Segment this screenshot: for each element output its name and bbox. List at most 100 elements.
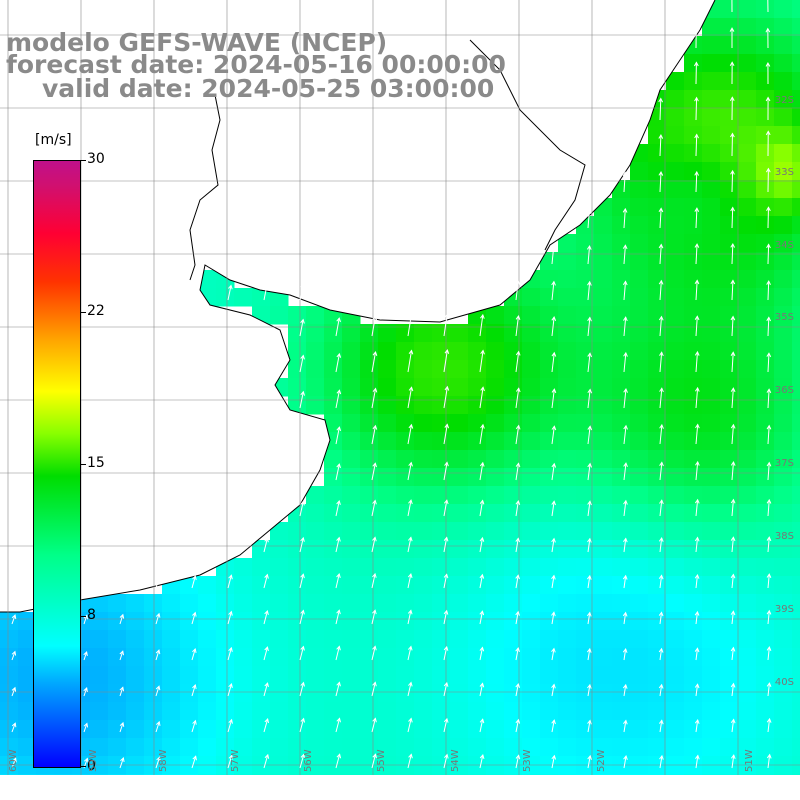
wind-arrow [731, 574, 734, 589]
wind-speed-cell [702, 612, 721, 631]
wind-speed-cell [522, 720, 541, 739]
wind-arrow [695, 316, 698, 337]
wind-speed-cell [540, 324, 559, 343]
wind-speed-cell [522, 432, 541, 451]
wind-speed-cell [612, 522, 631, 541]
wind-speed-cell [774, 324, 793, 343]
wind-speed-cell [432, 522, 451, 541]
wind-arrow-head [228, 574, 233, 580]
wind-speed-cell [216, 630, 235, 649]
wind-speed-cell [486, 450, 505, 469]
wind-speed-cell [774, 54, 793, 73]
wind-arrow-head [264, 718, 270, 724]
wind-speed-cell [648, 702, 667, 721]
wind-speed-cell [108, 720, 127, 739]
wind-speed-cell [378, 468, 397, 487]
wind-speed-cell [774, 720, 793, 739]
wind-arrow [623, 463, 627, 481]
wind-speed-cell [306, 558, 325, 577]
forecast-date-title: forecast date: 2024-05-16 00:00:00 [6, 50, 506, 79]
wind-speed-cell [666, 306, 685, 325]
wind-arrow [695, 499, 699, 517]
wind-arrow [479, 574, 483, 589]
wind-speed-cell [360, 342, 379, 361]
wind-speed-cell [612, 342, 631, 361]
wind-speed-cell [432, 504, 451, 523]
wind-speed-cell [126, 702, 145, 721]
wind-speed-cell [792, 432, 800, 451]
wind-speed-cell [684, 324, 703, 343]
wind-speed-cell [360, 504, 379, 523]
wind-speed-cell [306, 612, 325, 631]
wind-speed-cell [630, 576, 649, 595]
wind-speed-cell [774, 666, 793, 685]
wind-speed-cell [540, 702, 559, 721]
wind-arrow-head [658, 97, 664, 103]
wind-speed-cell [684, 270, 703, 289]
wind-arrow-head [587, 316, 592, 322]
wind-arrow [371, 500, 376, 517]
wind-speed-cell [756, 612, 775, 631]
wind-speed-cell [342, 630, 361, 649]
wind-speed-cell [666, 288, 685, 307]
wind-speed-cell [558, 450, 577, 469]
wind-arrow [515, 538, 519, 553]
wind-arrow [695, 280, 698, 301]
wind-speed-cell [522, 378, 541, 397]
wind-arrow [623, 208, 626, 229]
wind-arrow [299, 718, 305, 733]
wind-arrow-head [765, 61, 771, 67]
wind-arrow-head [659, 351, 664, 357]
wind-arrow-head [766, 646, 772, 651]
wind-speed-cell [612, 414, 631, 433]
wind-speed-cell [558, 360, 577, 379]
wind-arrow [551, 281, 555, 301]
wind-speed-cell [504, 360, 523, 379]
wind-speed-cell [738, 630, 757, 649]
wind-speed-cell [648, 648, 667, 667]
wind-arrow-head [228, 610, 233, 616]
wind-speed-cell [594, 432, 613, 451]
wind-speed-cell [450, 558, 469, 577]
wind-arrow [659, 612, 663, 625]
wind-arrow [695, 574, 698, 589]
wind-speed-cell [594, 576, 613, 595]
wind-arrow-head [729, 61, 735, 67]
wind-speed-cell [360, 450, 379, 469]
wind-speed-cell [324, 612, 343, 631]
wind-speed-cell [324, 450, 343, 469]
wind-arrow [227, 755, 233, 769]
wind-arrow [659, 424, 663, 445]
wind-arrow [227, 683, 232, 697]
wind-arrow [371, 573, 376, 589]
wind-speed-cell [648, 234, 667, 253]
wind-speed-cell [576, 684, 595, 703]
wind-speed-cell [720, 702, 739, 721]
wind-arrow [479, 611, 483, 625]
wind-speed-cell [468, 468, 487, 487]
wind-speed-cell [774, 180, 793, 199]
wind-speed-cell [486, 468, 505, 487]
wind-arrow-head [694, 96, 699, 102]
wind-speed-cell [666, 342, 685, 361]
wind-speed-cell [504, 558, 523, 577]
wind-speed-cell [684, 684, 703, 703]
wind-speed-cell [306, 594, 325, 613]
wind-speed-cell [720, 468, 739, 487]
lon-label: 52W [596, 749, 607, 772]
wind-speed-cell [162, 630, 181, 649]
wind-speed-cell [450, 594, 469, 613]
wind-speed-cell [360, 540, 379, 559]
wind-speed-cell [792, 594, 800, 613]
wind-arrow-head [408, 313, 414, 319]
wind-speed-cell [756, 738, 775, 757]
wind-speed-cell [630, 612, 649, 631]
wind-arrow [659, 98, 662, 121]
wind-speed-cell [774, 540, 793, 559]
wind-arrow-head [766, 753, 772, 759]
wind-arrow [731, 170, 734, 193]
wind-speed-cell [684, 396, 703, 415]
lon-label: 55W [376, 749, 387, 772]
wind-speed-cell [558, 324, 577, 343]
